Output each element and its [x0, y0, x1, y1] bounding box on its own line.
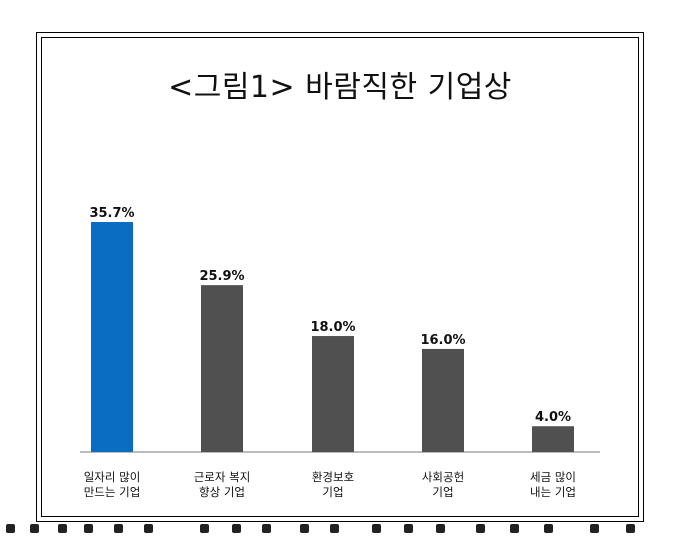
bar-3 [312, 336, 354, 452]
category-label-4-line-1: 사회공헌 [422, 470, 464, 484]
cropped-text-fragments [0, 522, 680, 536]
data-label-3: 18.0% [310, 320, 355, 335]
category-label-3-line-1: 환경보호 [312, 470, 354, 484]
chart-inner-frame [41, 37, 639, 517]
category-label-4-line-2: 기업 [432, 485, 453, 499]
category-label-2-line-1: 근로자 복지 [194, 470, 251, 484]
category-label-1-line-2: 만드는 기업 [84, 485, 141, 499]
category-label-2-line-2: 향상 기업 [199, 485, 245, 499]
chart-title: <그림1> 바람직한 기업상 [168, 70, 512, 105]
category-label-1-line-1: 일자리 많이 [84, 470, 141, 484]
bar-5 [532, 426, 574, 452]
data-label-1: 35.7% [89, 206, 134, 221]
category-label-5-line-1: 세금 많이 [530, 470, 576, 484]
category-label-3-line-2: 기업 [322, 485, 343, 499]
data-label-4: 16.0% [420, 333, 465, 348]
bar-2 [201, 285, 243, 452]
category-label-5-line-2: 내는 기업 [530, 485, 576, 499]
bar-4 [422, 348, 464, 452]
bar-1 [91, 222, 133, 452]
data-label-2: 25.9% [199, 269, 244, 284]
data-label-5: 4.0% [535, 410, 571, 425]
chart-outer-frame [36, 32, 644, 522]
